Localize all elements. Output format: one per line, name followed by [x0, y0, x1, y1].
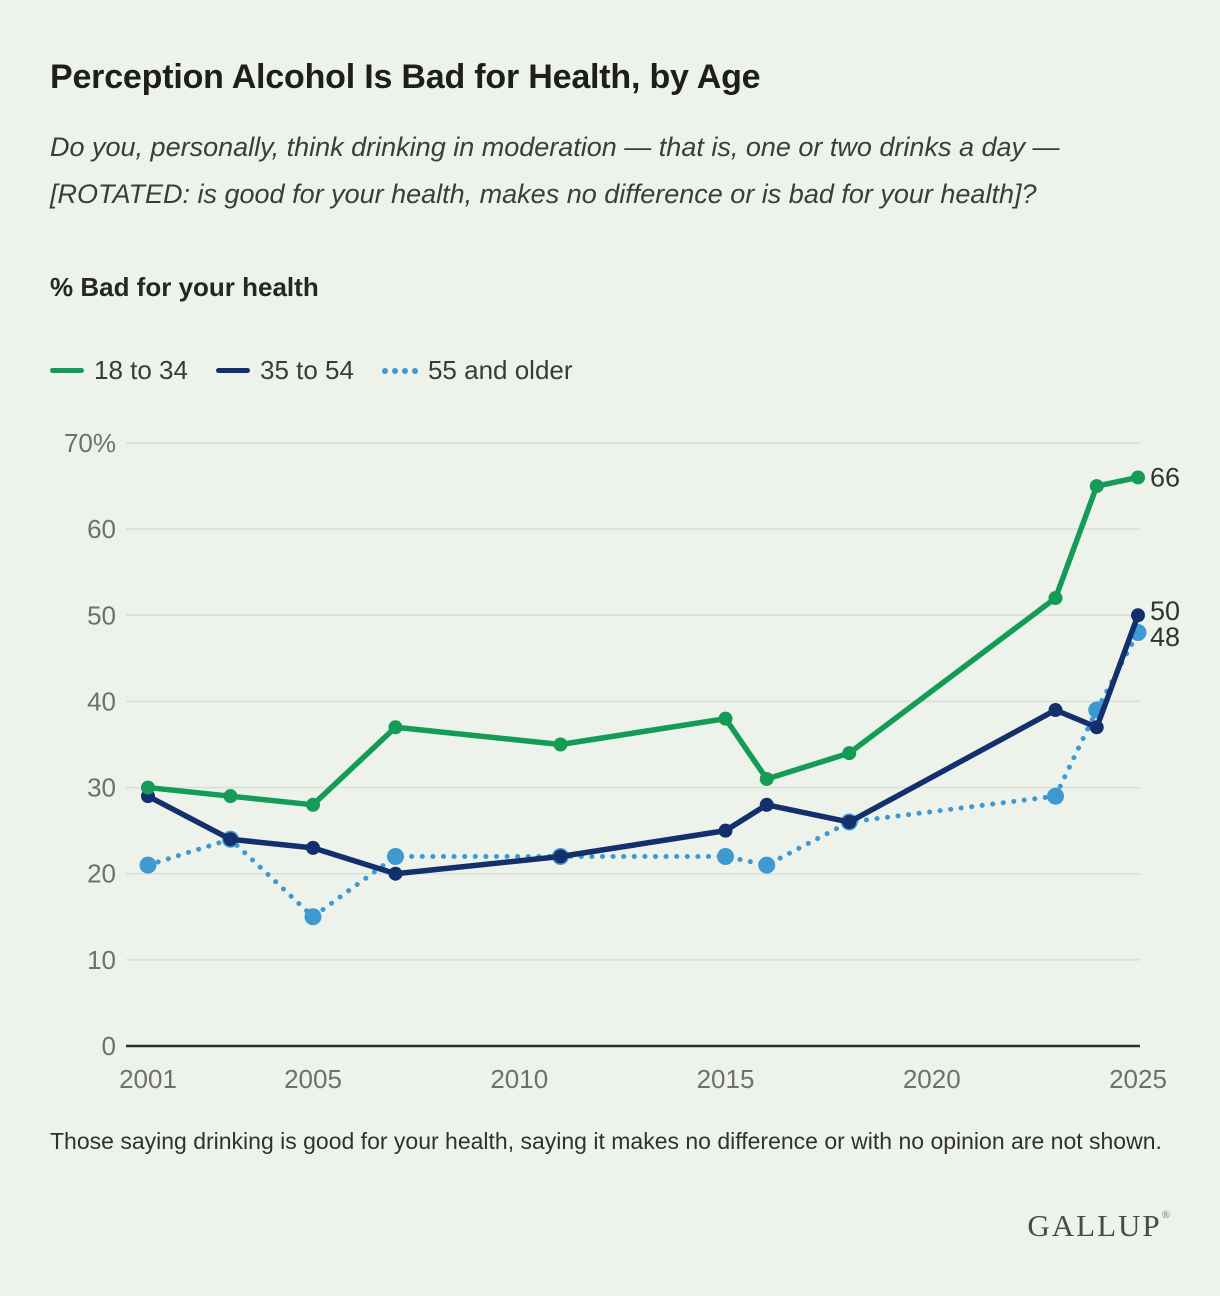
data-point — [717, 847, 734, 865]
y-axis-labels: 0 10 20 30 40 50 60 70% — [64, 428, 116, 1061]
legend-swatch-line-icon-1 — [215, 368, 250, 373]
y-tick-label: 60 — [87, 514, 116, 544]
data-point — [842, 746, 857, 761]
data-point — [1131, 470, 1145, 485]
data-point — [388, 866, 403, 881]
x-tick-label: 2015 — [697, 1064, 755, 1094]
data-point — [306, 840, 320, 855]
data-point — [223, 832, 238, 847]
end-value-label: 66 — [1150, 462, 1180, 492]
y-tick-label: 70% — [64, 428, 116, 458]
end-value-label: 50 — [1150, 596, 1180, 626]
survey-question: Do you, personally, think drinking in mo… — [50, 132, 1060, 209]
legend-label: 35 to 54 — [259, 355, 354, 385]
end-value-label: 48 — [1150, 622, 1180, 652]
data-point — [1089, 479, 1104, 494]
data-point — [718, 711, 733, 726]
gallup-logo: GALLUP® — [1027, 1208, 1170, 1243]
y-tick-label: 0 — [102, 1031, 116, 1061]
data-point — [553, 849, 568, 864]
data-point — [304, 908, 322, 926]
x-axis-labels: 2001 2005 2010 2015 2020 2025 — [119, 1064, 1167, 1094]
data-point — [553, 737, 568, 752]
x-tick-label: 2025 — [1109, 1064, 1167, 1094]
x-tick-label: 2020 — [903, 1064, 961, 1094]
data-point — [759, 797, 774, 812]
data-point — [1131, 608, 1145, 623]
y-gridlines — [126, 442, 1140, 1048]
x-tick-label: 2005 — [284, 1064, 342, 1094]
data-point — [1089, 720, 1104, 735]
data-point — [1048, 703, 1063, 718]
data-point — [758, 856, 776, 874]
y-tick-label: 30 — [87, 773, 116, 803]
y-tick-label: 50 — [87, 600, 116, 630]
series-35-to-54 — [141, 608, 1145, 881]
data-point — [223, 789, 238, 804]
legend-swatch-dotted-icon-2 — [381, 367, 418, 374]
data-point — [387, 847, 404, 865]
chart-title: Perception Alcohol Is Bad for Health, by… — [50, 58, 761, 96]
data-point — [139, 856, 157, 874]
registered-mark-icon: ® — [1161, 1209, 1170, 1221]
data-point — [388, 720, 403, 735]
data-point — [1048, 591, 1063, 606]
legend-swatch-line-icon-0 — [50, 368, 84, 373]
x-tick-label: 2010 — [490, 1064, 548, 1094]
series-18-to-34 — [141, 470, 1145, 812]
y-tick-label: 40 — [87, 686, 116, 716]
legend-label: 55 and older — [427, 355, 573, 385]
legend-item-35-to-54: 35 to 54 — [215, 355, 354, 386]
data-point — [759, 771, 774, 786]
y-tick-label: 20 — [87, 859, 116, 889]
data-point — [141, 780, 155, 795]
data-point — [718, 823, 733, 838]
x-tick-label: 2001 — [119, 1064, 177, 1094]
legend-item-55-and-older: 55 and older — [381, 355, 573, 386]
chart-footnote: Those saying drinking is good for your h… — [50, 1128, 1162, 1154]
legend-label: 18 to 34 — [94, 355, 188, 385]
data-point — [1047, 787, 1064, 805]
line-chart: 0 10 20 30 40 50 60 70% 2001 2005 2010 2015 2020 2025… — [64, 428, 1180, 1094]
series-55-and-older — [139, 624, 1147, 926]
measure-label: % Bad for your health — [50, 272, 319, 302]
legend-item-18-to-34: 18 to 34 — [50, 355, 188, 386]
y-tick-label: 10 — [87, 945, 116, 975]
data-point — [306, 797, 320, 812]
chart-legend: 18 to 34 35 to 54 55 and older — [50, 355, 1170, 386]
data-point — [842, 815, 857, 830]
